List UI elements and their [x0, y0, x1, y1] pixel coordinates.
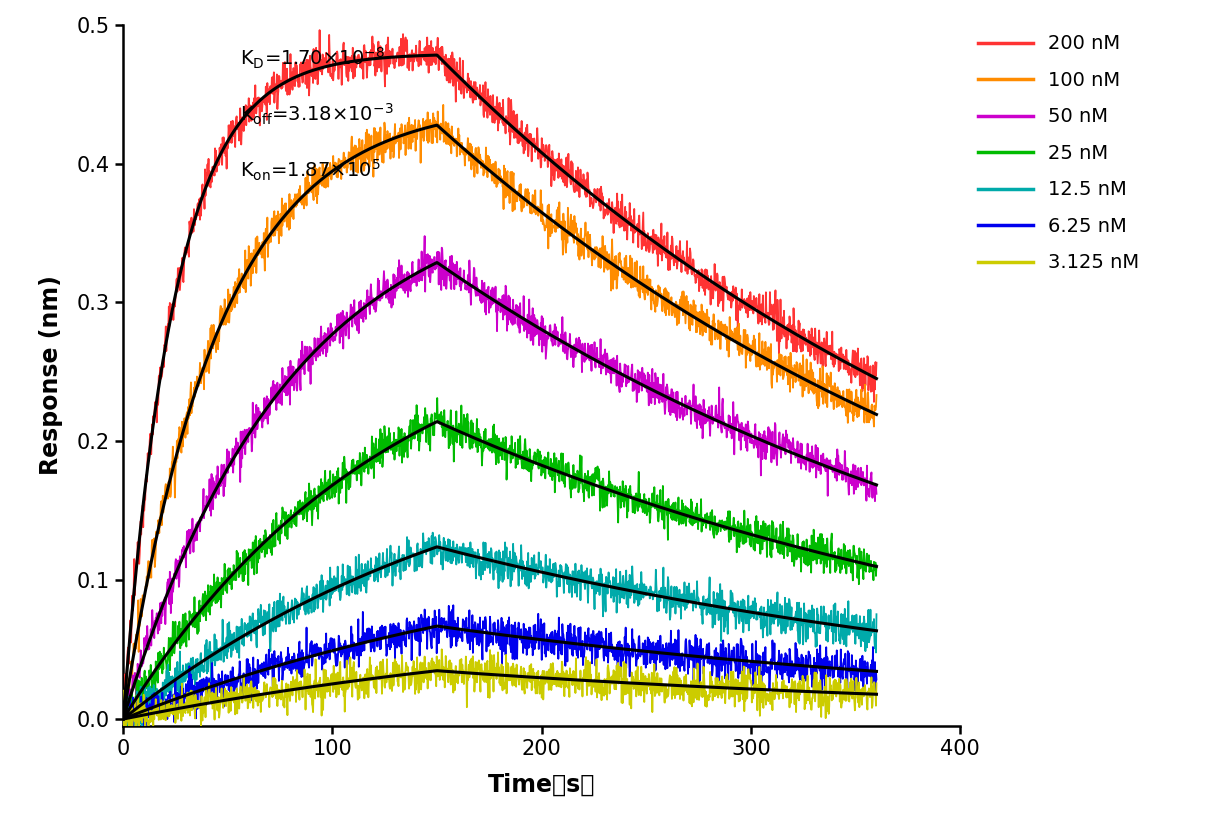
Text: $\mathregular{K_D}$=1.70×10$^{\mathregular{-8}}$: $\mathregular{K_D}$=1.70×10$^{\mathregul…	[240, 45, 385, 71]
Text: $\mathregular{K_{on}}$=1.87×10$^{\mathregular{5}}$: $\mathregular{K_{on}}$=1.87×10$^{\mathre…	[240, 158, 380, 183]
Y-axis label: Response (nm): Response (nm)	[39, 276, 63, 475]
X-axis label: Time（s）: Time（s）	[487, 773, 596, 797]
Text: $\mathregular{K_{off}}$=3.18×10$^{\mathregular{-3}}$: $\mathregular{K_{off}}$=3.18×10$^{\mathr…	[240, 102, 394, 127]
Legend: 200 nM, 100 nM, 50 nM, 25 nM, 12.5 nM, 6.25 nM, 3.125 nM: 200 nM, 100 nM, 50 nM, 25 nM, 12.5 nM, 6…	[979, 35, 1140, 272]
